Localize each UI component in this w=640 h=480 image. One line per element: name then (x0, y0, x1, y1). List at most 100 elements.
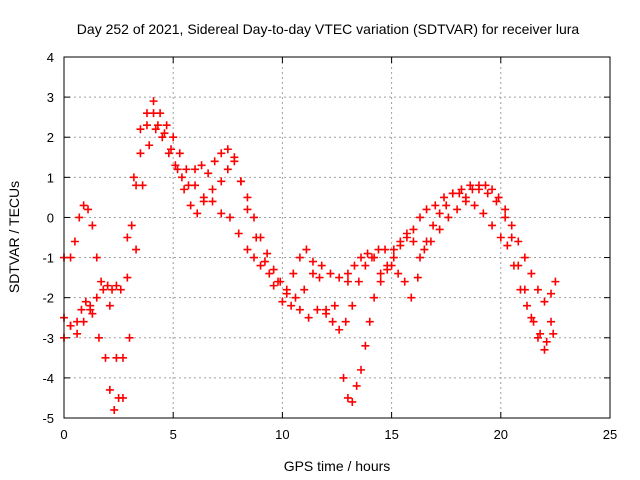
data-point (180, 185, 189, 194)
y-tick-label: -2 (42, 291, 54, 306)
data-point (468, 185, 477, 194)
data-point (435, 225, 444, 234)
y-tick-label: 2 (47, 130, 54, 145)
data-point (533, 333, 542, 342)
data-point (84, 205, 93, 214)
data-point (396, 237, 405, 246)
data-point (118, 393, 127, 402)
data-point (440, 193, 449, 202)
data-point (142, 121, 151, 130)
data-point (466, 181, 475, 190)
data-point (514, 237, 523, 246)
data-point (97, 277, 106, 286)
data-point (402, 229, 411, 238)
data-point (145, 141, 154, 150)
data-point (153, 121, 162, 130)
data-point (339, 373, 348, 382)
data-point (341, 317, 350, 326)
data-point (92, 253, 101, 262)
data-point (527, 313, 536, 322)
data-point (335, 273, 344, 282)
data-point (496, 233, 505, 242)
series-track-e (335, 197, 558, 346)
data-point (217, 177, 226, 186)
data-point (389, 245, 398, 254)
data-point (479, 209, 488, 218)
data-points (60, 97, 560, 414)
x-axis-label: GPS time / hours (284, 458, 391, 474)
data-point (361, 261, 370, 270)
data-point (269, 281, 278, 290)
data-point (523, 301, 532, 310)
data-point (193, 209, 202, 218)
data-point (217, 209, 226, 218)
data-point (354, 277, 363, 286)
data-point (295, 305, 304, 314)
data-point (461, 193, 470, 202)
data-point (167, 145, 176, 154)
series-track-f (343, 181, 560, 306)
data-point (210, 157, 219, 166)
series-track-a (60, 109, 339, 414)
data-point (94, 333, 103, 342)
data-point (99, 285, 108, 294)
data-point (287, 301, 296, 310)
data-point (383, 261, 392, 270)
data-point (169, 133, 178, 142)
data-point (186, 201, 195, 210)
data-point (400, 277, 409, 286)
x-tick-label: 5 (170, 427, 177, 442)
data-point (256, 233, 265, 242)
data-point (435, 209, 444, 218)
data-point (250, 253, 259, 262)
data-point (182, 165, 191, 174)
data-point (308, 257, 317, 266)
data-point (223, 145, 232, 154)
data-point (151, 125, 160, 134)
data-point (164, 149, 173, 158)
data-point (470, 201, 479, 210)
series-track-d (339, 181, 556, 406)
data-point (125, 333, 134, 342)
data-point (507, 233, 516, 242)
data-point (177, 173, 186, 182)
y-tick-label: 3 (47, 90, 54, 105)
data-point (343, 393, 352, 402)
data-point (422, 205, 431, 214)
data-point (509, 261, 518, 270)
y-tick-label: -4 (42, 371, 54, 386)
data-point (457, 185, 466, 194)
data-point (503, 241, 512, 250)
data-point (105, 301, 114, 310)
data-point (304, 313, 313, 322)
data-point (481, 181, 490, 190)
data-point (348, 301, 357, 310)
data-point (315, 273, 324, 282)
data-point (363, 249, 372, 258)
data-point (370, 293, 379, 302)
data-point (158, 133, 167, 142)
data-point (243, 245, 252, 254)
data-point (343, 277, 352, 286)
data-point (348, 397, 357, 406)
data-point (542, 337, 551, 346)
data-point (444, 213, 453, 222)
data-point (282, 285, 291, 294)
data-point (110, 405, 119, 414)
data-point (488, 185, 497, 194)
x-tick-label: 10 (275, 427, 289, 442)
data-point (409, 237, 418, 246)
data-point (381, 245, 390, 254)
data-point (75, 213, 84, 222)
data-point (105, 385, 114, 394)
data-point (516, 285, 525, 294)
data-point (357, 253, 366, 262)
axis-ticks (63, 56, 611, 419)
data-point (142, 109, 151, 118)
data-point (420, 245, 429, 254)
data-point (407, 293, 416, 302)
data-point (123, 233, 132, 242)
data-point (127, 221, 136, 230)
data-point (234, 229, 243, 238)
